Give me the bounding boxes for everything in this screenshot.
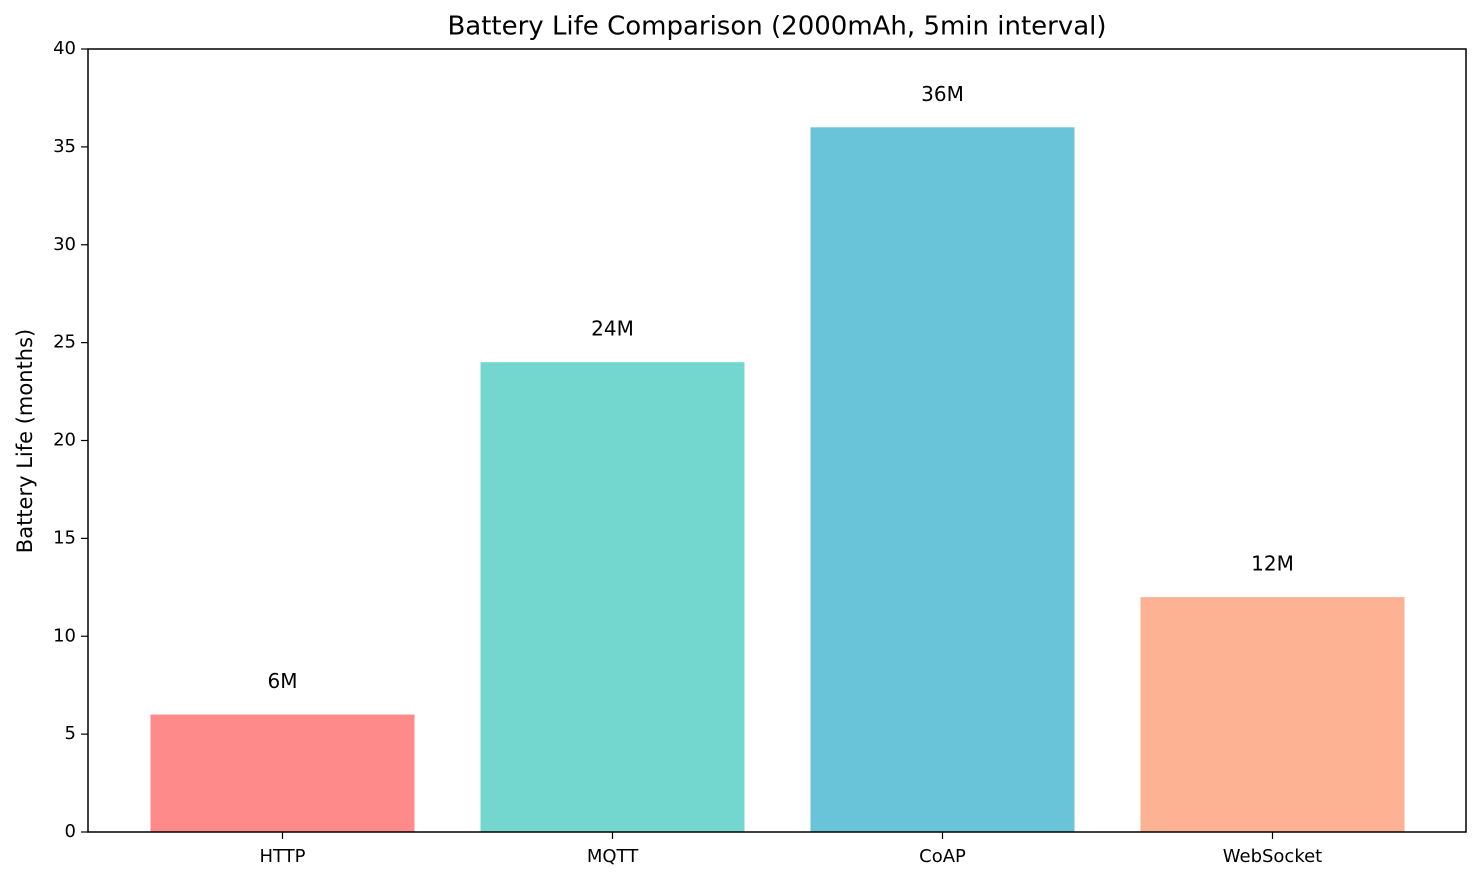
x-tick-label: MQTT [587,846,639,867]
y-tick-label: 40 [53,38,76,59]
y-tick-label: 25 [53,332,76,353]
value-label: 24M [591,317,634,341]
value-label: 36M [921,82,964,106]
y-tick-label: 35 [53,136,76,157]
value-label: 12M [1251,552,1294,576]
bar [810,127,1075,833]
y-axis-label: Battery Life (months) [13,329,37,553]
x-tick-label: HTTP [259,846,305,867]
y-tick-label: 10 [53,625,76,646]
y-tick-label: 5 [65,723,76,744]
y-tick-label: 0 [65,821,76,842]
bar [480,362,745,832]
y-tick-label: 30 [53,234,76,255]
bar [1140,597,1405,832]
bar [150,714,415,832]
y-tick-label: 20 [53,430,76,451]
value-label: 6M [268,669,298,693]
plot-frame [87,48,1467,833]
chart-title: Battery Life Comparison (2000mAh, 5min i… [447,12,1106,42]
y-tick-label: 15 [53,527,76,548]
x-tick-label: WebSocket [1223,846,1323,867]
x-tick-label: CoAP [919,846,966,867]
